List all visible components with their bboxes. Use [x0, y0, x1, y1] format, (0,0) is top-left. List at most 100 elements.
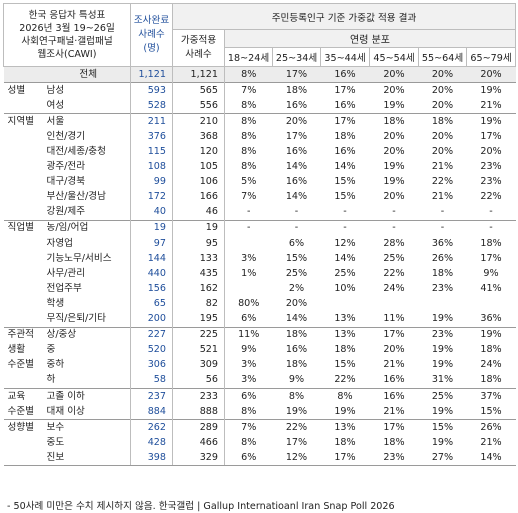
weighted-count: 233 [172, 387, 225, 405]
age-share-cell: 20% [480, 146, 502, 158]
table-row: 사무/관리 440 435 1% 25% 25% 22% 18% 9% [4, 266, 516, 282]
table-row: 부산/울산/경남 172 166 7% 14% 15% 20% 21% 22% [4, 189, 516, 205]
completed-count: 1,121 [130, 65, 173, 83]
age-share-cell: 31% [431, 374, 454, 386]
age-share-cell: 22% [272, 419, 321, 436]
age-share-cell: 20% [383, 130, 405, 142]
table-row: 전업주부 156 162 2% 10% 24% 23% 41% [4, 281, 516, 297]
age-share-cell: 7% [224, 419, 273, 436]
age-share-cell: 14% [285, 313, 308, 325]
age-share-cell: 7% [241, 191, 257, 203]
age-share-cell: 14% [334, 161, 356, 173]
age-share-cell: 19% [431, 359, 454, 371]
completed-count: 58 [130, 372, 173, 389]
completed-count: 19 [130, 219, 173, 237]
table-row: 자영업 97 95 6% 12% 28% 36% 18% [4, 236, 516, 252]
age-share-cell: 21% [480, 436, 502, 448]
completed-count: 97 [130, 236, 173, 252]
age-share-cell: 25% [334, 267, 356, 279]
age-share-cell: 18% [334, 130, 356, 142]
group-label: 수준별 [7, 405, 34, 417]
weighted-count: 105 [172, 159, 225, 175]
subgroup-label: 전체 [44, 65, 131, 83]
age-share-cell: 15% [285, 252, 308, 264]
age-share-cell [225, 236, 273, 251]
group-label [4, 251, 45, 266]
age-share-cell [467, 296, 516, 311]
subgroup-label: 농/임/어업 [44, 219, 131, 237]
subgroup-label: 여성 [46, 99, 65, 111]
age-share-cell: 18% [369, 113, 419, 130]
weighted-count: 120 [172, 144, 225, 160]
group-label: 교육 [3, 387, 45, 405]
stats-table-container: 한국 응답자 특성표 2026년 3월 19~26일 사회연구패널·갤럽패널 웹… [3, 3, 517, 512]
age-share-cell: 8% [241, 99, 257, 111]
age-share-cell [225, 281, 273, 296]
group-label [4, 175, 45, 190]
age-share-cell: 15% [334, 176, 356, 188]
age-share-cell: 16% [383, 374, 405, 386]
age-share-cell: 23% [431, 282, 454, 294]
age-share-cell: 3% [241, 374, 257, 386]
age-share-cell: 14% [285, 161, 308, 173]
age-share-cell: 24% [383, 282, 405, 294]
age-share-cell: 18% [431, 267, 454, 279]
table-row: 진보 398 329 6% 12% 17% 23% 27% 14% [3, 450, 516, 467]
age-share-cell: 18% [480, 374, 502, 386]
age-share-cell: 26% [431, 252, 454, 264]
table-row: 수준별 대재 이상 884 888 8% 19% 19% 21% 19% 15% [4, 404, 516, 420]
table-row: 무직/은퇴/기타 200 195 6% 14% 13% 11% 19% 36% [4, 311, 516, 328]
age-share-cell: 23% [369, 450, 419, 467]
table-row: 강원/제주 40 46 - - - - - - [4, 204, 516, 221]
subgroup-label: 대구/경북 [46, 176, 86, 188]
header-line: 사례수 [185, 49, 212, 60]
age-share-cell: 8% [272, 387, 321, 405]
subgroup-label: 기능노무/서비스 [46, 252, 112, 264]
completed-count: 528 [130, 98, 173, 114]
age-share-cell: 19% [334, 405, 356, 417]
subgroup-label: 강원/제주 [46, 206, 86, 218]
age-share-cell: - [294, 206, 299, 218]
age-share-cell: 12% [272, 450, 321, 467]
age-distribution-header: 연령 분포 [223, 29, 517, 48]
completed-count: 99 [130, 174, 173, 190]
age-share-cell: 20% [431, 146, 454, 158]
subgroup-label: 전업주부 [46, 282, 82, 294]
group-label [4, 296, 45, 311]
table-row: 광주/전라 108 105 8% 14% 14% 19% 21% 23% [4, 159, 516, 175]
weighted-count: 309 [172, 357, 225, 373]
age-group-header: 25~34세 [272, 47, 321, 67]
weighted-count: 210 [172, 113, 225, 130]
subgroup-label: 중 [46, 344, 56, 356]
age-share-cell: 20% [383, 146, 405, 158]
age-share-cell: 11% [383, 313, 405, 325]
age-share-cell: 7% [224, 82, 273, 99]
completed-count: 884 [130, 404, 173, 420]
subgroup-label: 대전/세종/충청 [46, 146, 106, 158]
footnote: - 50사례 미만은 수치 제시하지 않음. 한국갤럽 | Gallup Int… [7, 501, 395, 512]
weighted-count: 435 [172, 266, 225, 282]
weighted-count: 368 [172, 129, 225, 145]
age-share-cell: 17% [320, 82, 370, 99]
age-share-cell: 18% [272, 82, 321, 99]
age-share-cell: 19% [431, 313, 454, 325]
weighted-count: 195 [172, 311, 225, 328]
age-share-cell: 9% [288, 374, 305, 386]
age-share-cell: 16% [334, 99, 356, 111]
table-title: 주민등록인구 기준 가중값 적용 결과 [171, 3, 517, 30]
subgroup-label: 인천/경기 [46, 130, 86, 142]
age-share-cell: 6% [288, 237, 305, 249]
age-share-cell: 19% [431, 436, 454, 448]
header-line: 조사완료 [133, 15, 170, 26]
age-share-cell: 19% [285, 405, 308, 417]
group-label: 성별 [3, 82, 45, 99]
subgroup-label: 무직/은퇴/기타 [46, 313, 106, 325]
group-label [4, 435, 45, 450]
weighted-count: 46 [172, 204, 225, 221]
completed-count: 65 [130, 296, 173, 312]
total-row: 전체 1,121 1,121 8% 17% 16% 20% 20% 20% [3, 65, 516, 83]
completed-count: 440 [130, 266, 173, 282]
completed-count: 227 [130, 326, 173, 343]
group-label: 생활 [7, 344, 26, 356]
age-share-cell: 17% [369, 326, 419, 343]
